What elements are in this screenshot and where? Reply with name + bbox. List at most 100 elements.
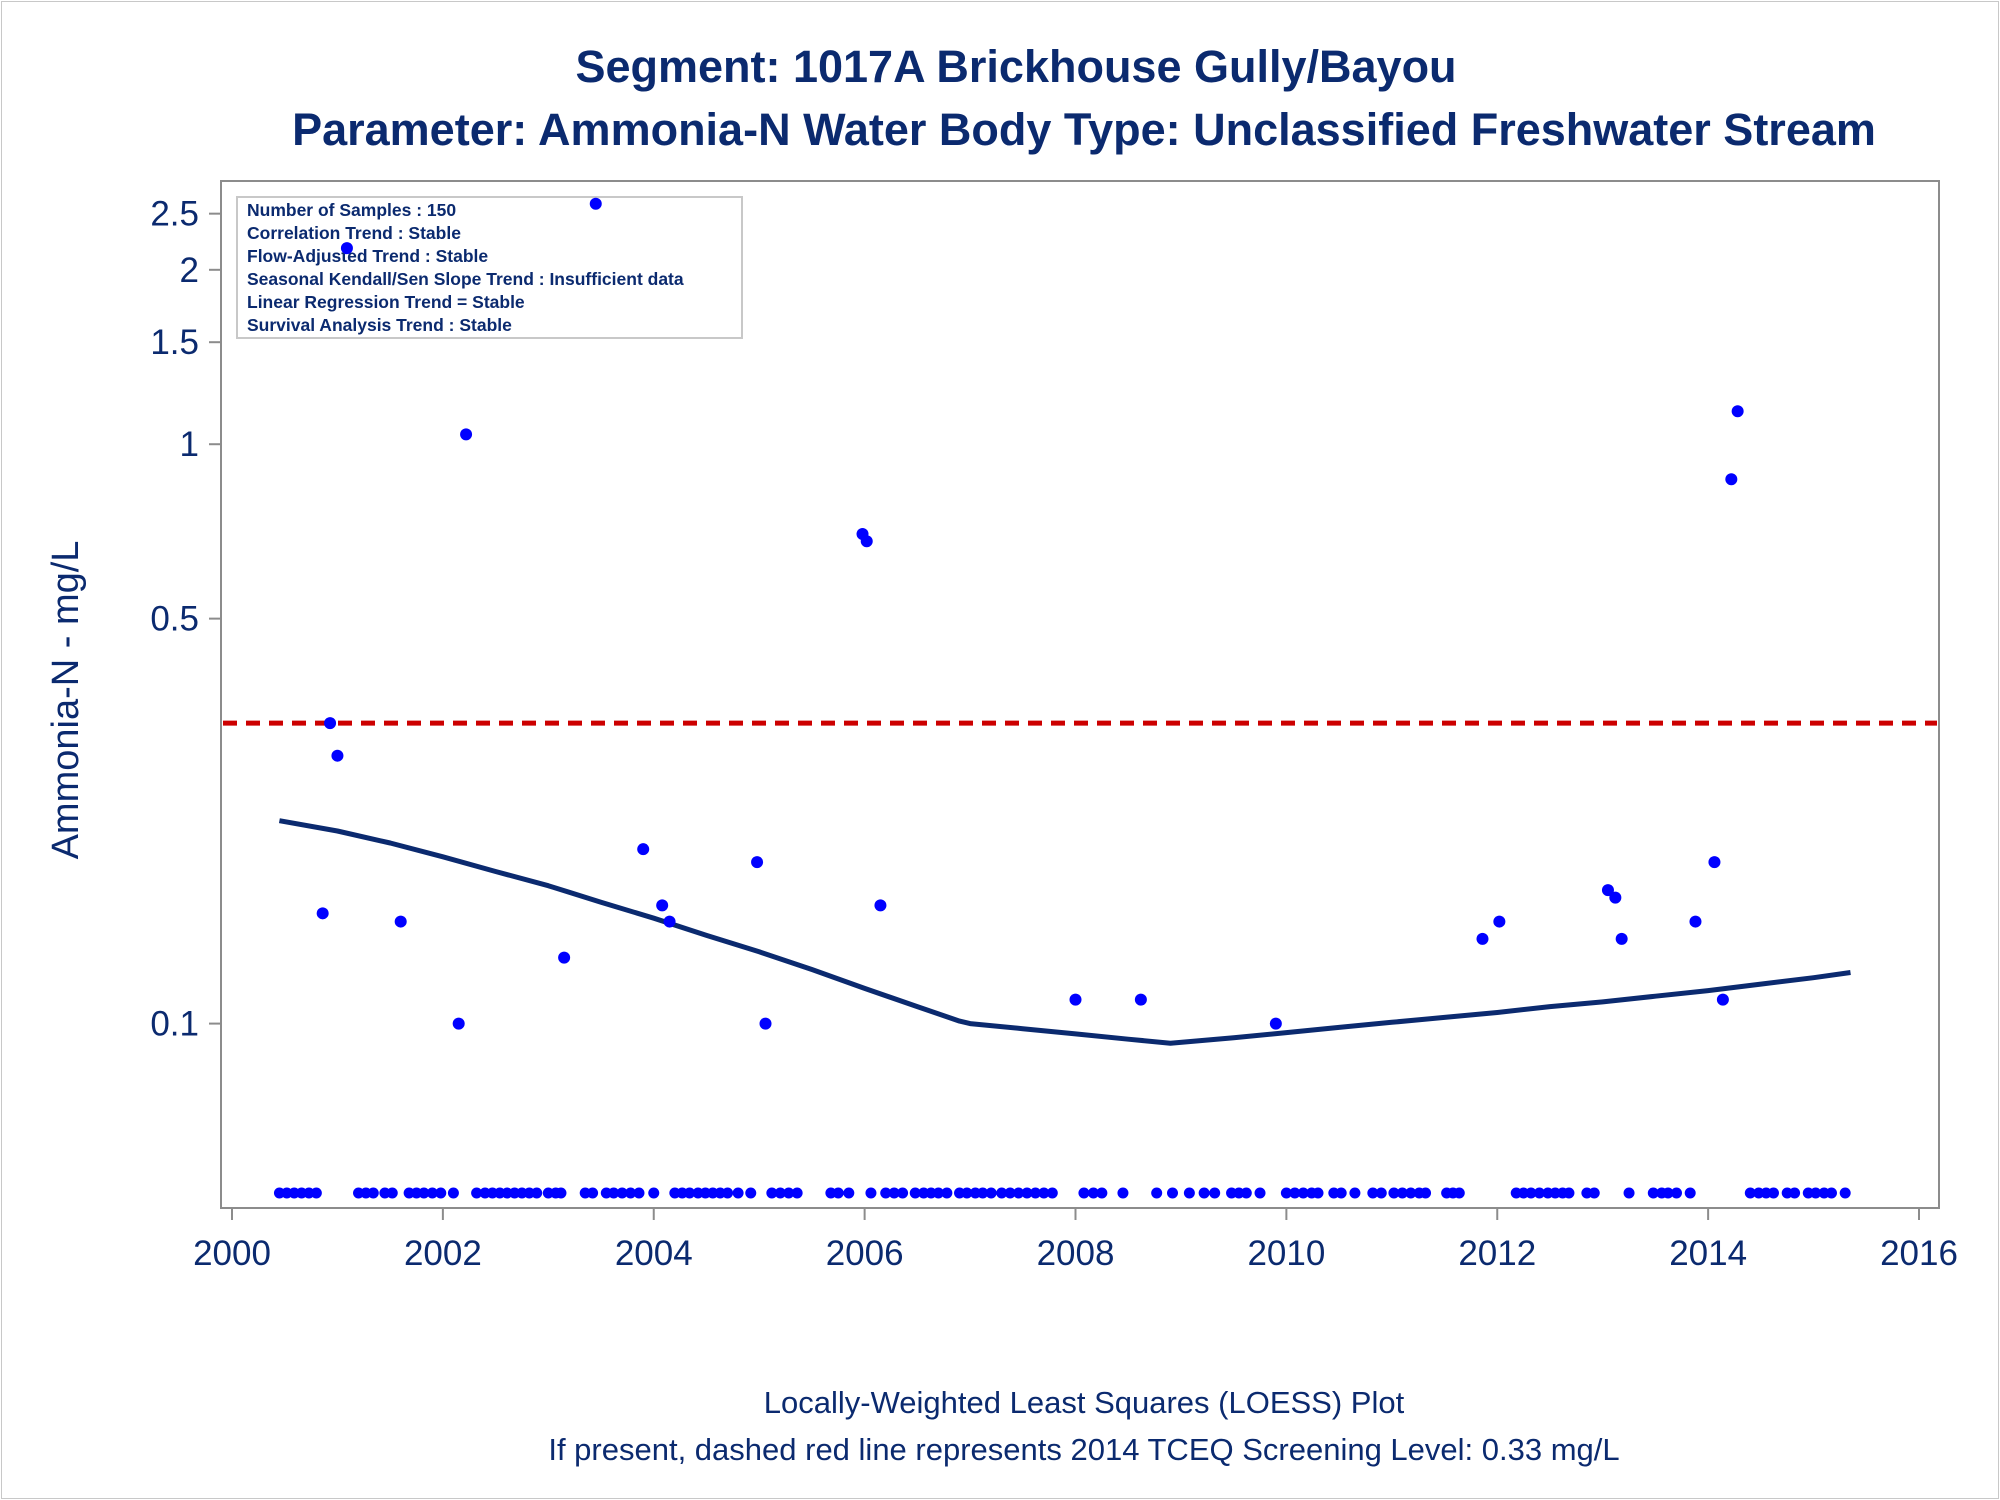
censored-data-point	[722, 1187, 734, 1199]
censored-data-point	[732, 1187, 744, 1199]
x-tick-label: 2006	[826, 1234, 904, 1273]
censored-data-point	[1046, 1187, 1058, 1199]
censored-data-point	[1280, 1187, 1292, 1199]
y-tick-label: 0.1	[150, 1005, 199, 1044]
censored-data-point	[783, 1187, 795, 1199]
y-axis: 0.1 0.5 1 1.5 2 2.5	[150, 195, 221, 1044]
y-tick-label: 2.5	[150, 195, 199, 234]
censored-data-point	[1563, 1187, 1575, 1199]
censored-data-point	[985, 1187, 997, 1199]
censored-data-point	[977, 1187, 989, 1199]
censored-data-point	[1767, 1187, 1779, 1199]
censored-data-point	[996, 1187, 1008, 1199]
censored-data-point	[435, 1187, 447, 1199]
data-point	[860, 535, 873, 548]
censored-data-point	[1789, 1187, 1801, 1199]
censored-data-point	[386, 1187, 398, 1199]
censored-data-point	[310, 1187, 322, 1199]
censored-data-point	[531, 1187, 543, 1199]
data-point	[316, 907, 329, 920]
x-axis: 2000 2002 2004 2006 2008 2010 2012 2014 2016	[193, 1208, 1958, 1273]
censored-data-point	[1013, 1187, 1025, 1199]
x-tick-label: 2012	[1458, 1234, 1536, 1273]
censored-data-point	[1240, 1187, 1252, 1199]
censored-data-point	[1349, 1187, 1361, 1199]
x-tick-label: 2004	[615, 1234, 693, 1273]
data-point	[1476, 932, 1489, 945]
inset-line-linear-regression: Linear Regression Trend = Stable	[247, 292, 525, 312]
censored-data-point	[1388, 1187, 1400, 1199]
censored-data-point	[1167, 1187, 1179, 1199]
x-tick-label: 2008	[1037, 1234, 1115, 1273]
censored-data-point	[1810, 1187, 1822, 1199]
data-point	[1615, 932, 1628, 945]
censored-data-point	[832, 1187, 844, 1199]
data-point	[1069, 993, 1082, 1006]
inset-line-survival: Survival Analysis Trend : Stable	[247, 315, 512, 335]
y-tick-label: 1.5	[150, 323, 199, 362]
y-tick-label: 0.5	[150, 600, 199, 639]
censored-data-point	[1647, 1187, 1659, 1199]
x-tick-label: 2014	[1669, 1234, 1747, 1273]
censored-data-point	[1367, 1187, 1379, 1199]
censored-data-point	[897, 1187, 909, 1199]
censored-data-point	[608, 1187, 620, 1199]
data-point	[656, 899, 669, 912]
data-point	[452, 1017, 465, 1030]
chart-title: Segment: 1017A Brickhouse Gully/Bayou	[575, 41, 1456, 92]
censored-data-point	[941, 1187, 953, 1199]
censored-data-point	[1588, 1187, 1600, 1199]
censored-data-point	[555, 1187, 567, 1199]
data-point	[1689, 915, 1702, 928]
inset-line-samples: Number of Samples : 150	[247, 200, 456, 220]
censored-data-point	[1684, 1187, 1696, 1199]
inset-line-flow-adjusted: Flow-Adjusted Trend : Stable	[247, 246, 488, 266]
censored-data-point	[1623, 1187, 1635, 1199]
y-axis-label: Ammonia-N - mg/L	[45, 541, 87, 860]
censored-data-point	[766, 1187, 778, 1199]
footnote-loess: Locally-Weighted Least Squares (LOESS) P…	[764, 1385, 1405, 1420]
censored-data-point	[1096, 1187, 1108, 1199]
censored-data-point	[1839, 1187, 1851, 1199]
censored-data-point	[745, 1187, 757, 1199]
data-point	[1716, 993, 1729, 1006]
censored-data-point	[932, 1187, 944, 1199]
data-points	[273, 197, 1851, 1199]
data-point	[663, 915, 676, 928]
data-point	[340, 242, 353, 255]
censored-data-point	[1297, 1187, 1309, 1199]
censored-data-point	[1254, 1187, 1266, 1199]
censored-data-point	[1662, 1187, 1674, 1199]
censored-data-point	[471, 1187, 483, 1199]
censored-data-point	[1420, 1187, 1432, 1199]
censored-data-point	[648, 1187, 660, 1199]
censored-data-point	[1183, 1187, 1195, 1199]
y-tick-label: 1	[180, 425, 199, 464]
censored-data-point	[684, 1187, 696, 1199]
data-point	[394, 915, 407, 928]
data-point	[637, 843, 650, 856]
censored-data-point	[791, 1187, 803, 1199]
censored-data-point	[1670, 1187, 1682, 1199]
data-point	[324, 717, 337, 730]
censored-data-point	[1396, 1187, 1408, 1199]
inset-line-seasonal-kendall: Seasonal Kendall/Sen Slope Trend : Insuf…	[247, 269, 684, 289]
censored-data-point	[633, 1187, 645, 1199]
censored-data-point	[1525, 1187, 1537, 1199]
trend-info-box: Number of Samples : 150 Correlation Tren…	[236, 196, 743, 339]
censored-data-point	[447, 1187, 459, 1199]
censored-data-point	[1744, 1187, 1756, 1199]
censored-data-point	[1004, 1187, 1016, 1199]
chart-subtitle: Parameter: Ammonia-N Water Body Type: Un…	[292, 104, 1876, 155]
inset-line-correlation: Correlation Trend : Stable	[247, 223, 461, 243]
censored-data-point	[1038, 1187, 1050, 1199]
censored-data-point	[909, 1187, 921, 1199]
trend-info-box-border	[236, 196, 743, 339]
censored-data-point	[1151, 1187, 1163, 1199]
censored-data-point	[367, 1187, 379, 1199]
censored-data-point	[888, 1187, 900, 1199]
loess-line	[278, 818, 1851, 1046]
data-point	[1609, 891, 1622, 904]
censored-data-point	[880, 1187, 892, 1199]
